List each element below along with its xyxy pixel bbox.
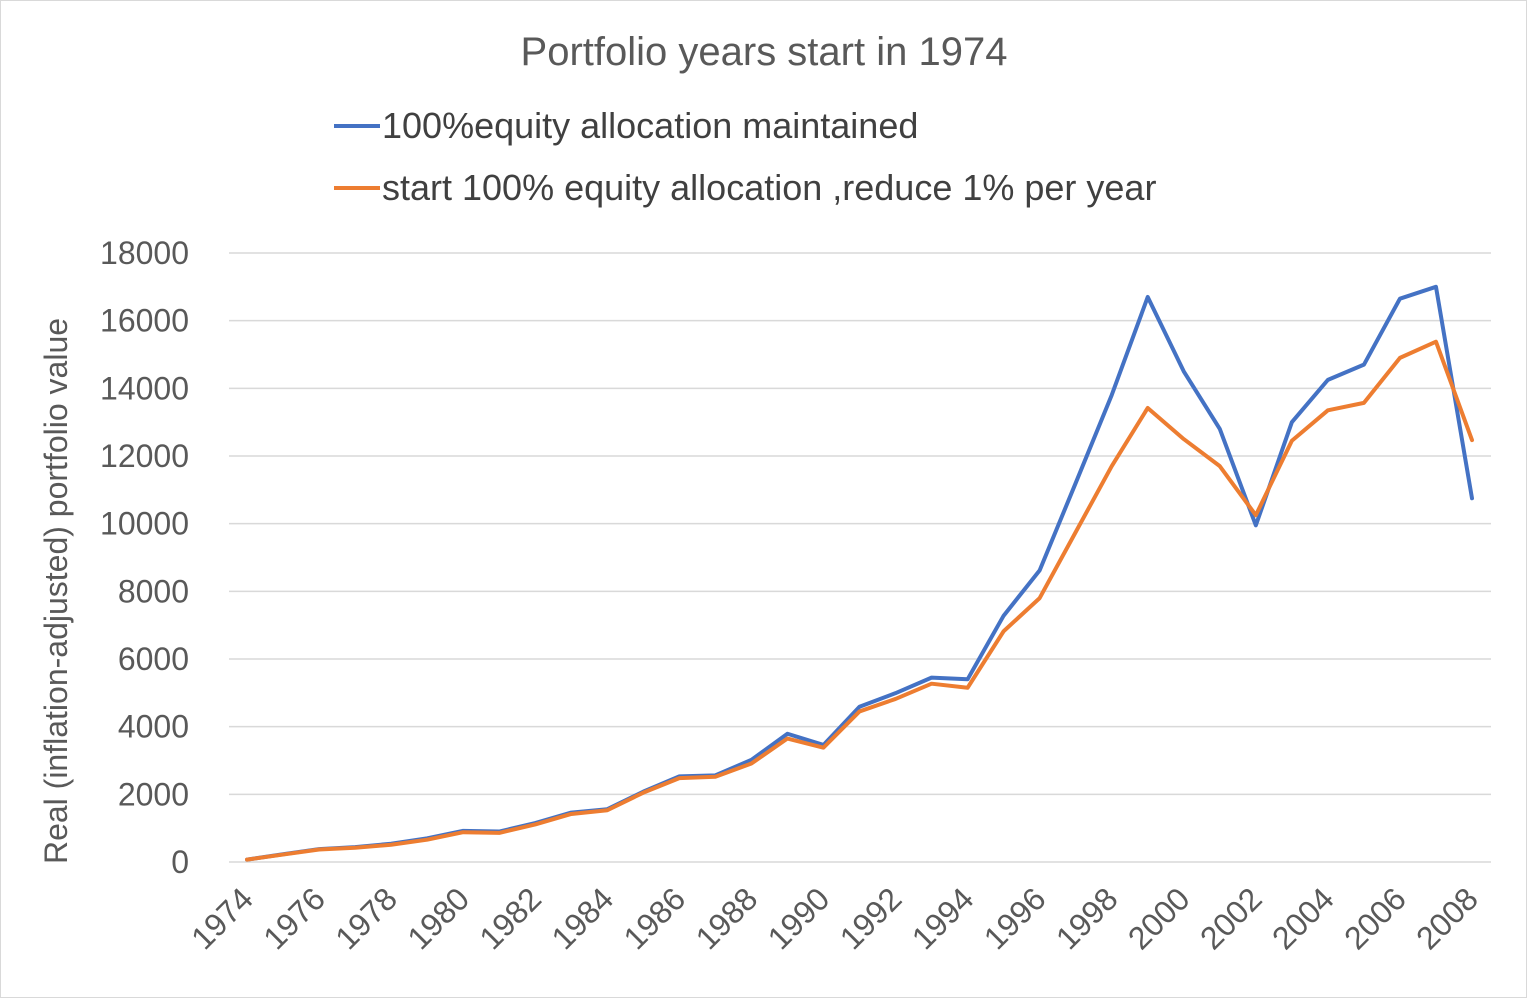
chart-title: Portfolio years start in 1974	[521, 30, 1008, 74]
y-tick-label: 14000	[100, 370, 189, 406]
y-tick-label: 12000	[100, 438, 189, 474]
x-tick-label: 2000	[1121, 880, 1197, 956]
x-tick-label: 1976	[256, 880, 332, 956]
y-tick-label: 0	[171, 844, 189, 880]
x-tick-label: 2004	[1265, 880, 1341, 956]
legend-label-equity-maintained: 100%equity allocation maintained	[382, 105, 918, 146]
x-tick-label: 1980	[400, 880, 476, 956]
x-tick-label: 1988	[689, 880, 765, 956]
y-tick-label: 10000	[100, 506, 189, 542]
x-tick-label: 1986	[617, 880, 693, 956]
x-tick-label: 2006	[1337, 880, 1413, 956]
x-tick-label: 1992	[833, 880, 909, 956]
x-tick-label: 1982	[472, 880, 548, 956]
y-axis-ticks: 0 2000 4000 6000 8000 10000 12000 14000 16000 180…	[100, 235, 189, 880]
legend: 100%equity allocation maintained start 1…	[334, 105, 1156, 208]
legend-label-equity-reduce: start 100% equity allocation ,reduce 1% …	[382, 167, 1156, 208]
x-tick-label: 2002	[1193, 880, 1269, 956]
y-tick-label: 16000	[100, 303, 189, 339]
series-lines	[245, 284, 1474, 862]
series-line-equity-maintained	[245, 284, 1474, 862]
x-tick-label: 1984	[544, 880, 620, 956]
x-tick-label: 1996	[977, 880, 1053, 956]
x-tick-label: 1998	[1049, 880, 1125, 956]
y-tick-label: 18000	[100, 235, 189, 271]
gridlines	[229, 252, 1491, 863]
y-tick-label: 2000	[118, 776, 189, 812]
x-axis-ticks: 1974197619781980198219841986198819901992…	[184, 880, 1485, 956]
x-tick-label: 1990	[761, 880, 837, 956]
x-tick-label: 2008	[1409, 880, 1485, 956]
series-line-equity-reduce	[245, 339, 1474, 862]
y-tick-label: 6000	[118, 641, 189, 677]
y-tick-label: 8000	[118, 573, 189, 609]
x-tick-label: 1978	[328, 880, 404, 956]
x-tick-label: 1974	[184, 880, 260, 956]
x-tick-label: 1994	[905, 880, 981, 956]
y-axis-label: Real (inflation-adjusted) portfolio valu…	[38, 318, 74, 864]
y-tick-label: 4000	[118, 709, 189, 745]
